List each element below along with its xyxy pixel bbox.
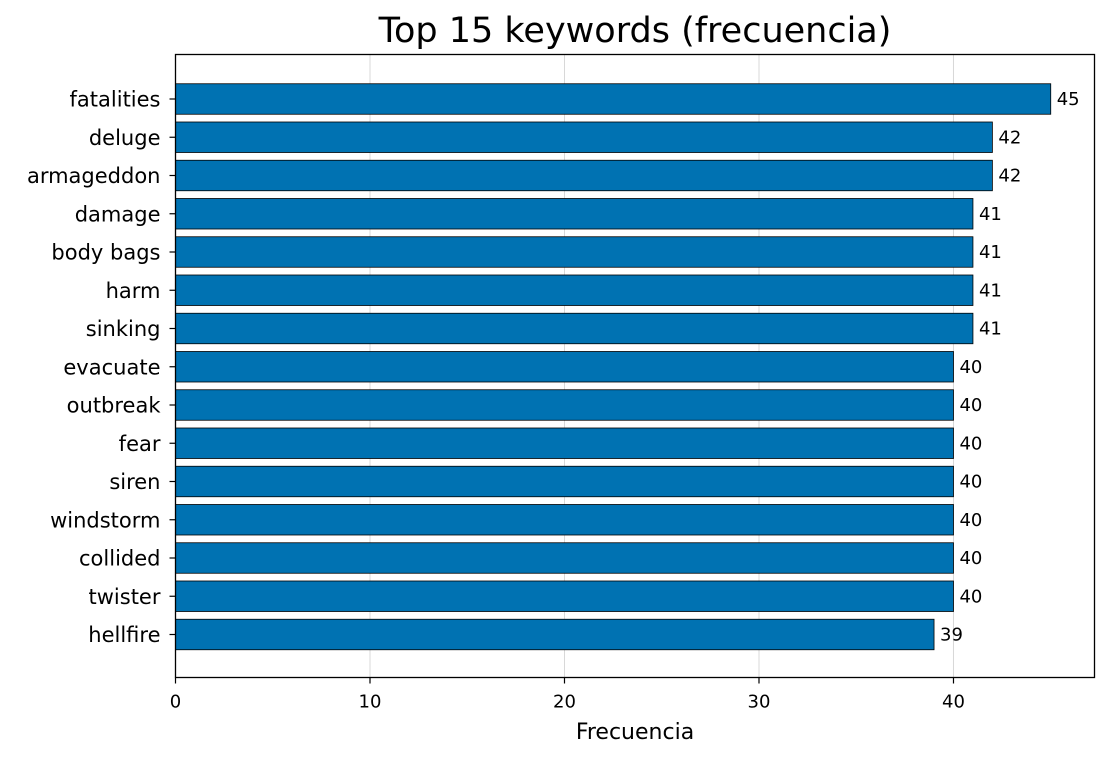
- category-label-14: hellfire: [88, 623, 160, 647]
- data-label-8: 40: [959, 395, 982, 416]
- data-label-11: 40: [959, 510, 982, 531]
- bar-6: [175, 312, 974, 345]
- bar-1: [175, 121, 993, 153]
- chart-title: Top 15 keywords (frecuencia): [378, 11, 892, 51]
- plot-frame: [174, 53, 1096, 679]
- bars: 45 42 42 41 41 41 41 40 40 40 40 40 40 40 39: [175, 83, 1080, 651]
- category-label-1: deluge: [89, 126, 161, 150]
- bar-14: [175, 618, 935, 651]
- x-tick-label-0: 0: [170, 692, 181, 713]
- data-label-14: 39: [940, 625, 963, 646]
- category-label-4: body bags: [51, 241, 160, 265]
- data-label-4: 41: [979, 242, 1002, 263]
- bar-13: [175, 580, 954, 612]
- category-label-2: armageddon: [27, 164, 161, 188]
- bar-2: [175, 159, 993, 192]
- bar-3: [175, 198, 974, 230]
- x-tick-label-1: 10: [359, 692, 382, 713]
- bar-11: [175, 504, 954, 536]
- x-axis: 0 10 20 30 40: [170, 677, 965, 713]
- x-tick-label-2: 20: [553, 692, 576, 713]
- category-label-9: fear: [119, 432, 161, 456]
- data-label-6: 41: [979, 319, 1002, 340]
- bar-4: [175, 236, 974, 268]
- data-label-0: 45: [1057, 89, 1080, 110]
- data-label-13: 40: [959, 586, 982, 607]
- data-label-5: 41: [979, 280, 1002, 301]
- bar-0: [175, 83, 1052, 115]
- x-tick-label-3: 30: [748, 692, 771, 713]
- data-label-2: 42: [998, 166, 1021, 187]
- x-tick-label-4: 40: [942, 692, 965, 713]
- y-axis: fatalities deluge armageddon damage body bag…: [27, 88, 176, 647]
- category-label-7: evacuate: [63, 355, 160, 379]
- category-label-6: sinking: [86, 317, 161, 341]
- category-label-11: windstorm: [50, 508, 160, 532]
- bar-9: [175, 427, 954, 459]
- bar-10: [175, 465, 954, 498]
- data-label-1: 42: [998, 127, 1021, 148]
- x-axis-label: Frecuencia: [576, 720, 694, 745]
- data-label-7: 40: [959, 357, 982, 378]
- category-label-0: fatalities: [70, 88, 161, 112]
- data-label-10: 40: [959, 472, 982, 493]
- bar-7: [175, 351, 954, 383]
- category-label-8: outbreak: [67, 394, 162, 418]
- data-label-9: 40: [959, 433, 982, 454]
- bar-8: [175, 389, 954, 421]
- bar-5: [175, 274, 974, 306]
- category-label-3: damage: [75, 202, 161, 226]
- data-label-12: 40: [959, 548, 982, 569]
- category-label-5: harm: [106, 279, 161, 303]
- category-label-10: siren: [109, 470, 160, 494]
- data-label-3: 41: [979, 204, 1002, 225]
- category-label-12: collided: [79, 547, 160, 571]
- bar-12: [175, 542, 954, 574]
- category-label-13: twister: [89, 585, 161, 609]
